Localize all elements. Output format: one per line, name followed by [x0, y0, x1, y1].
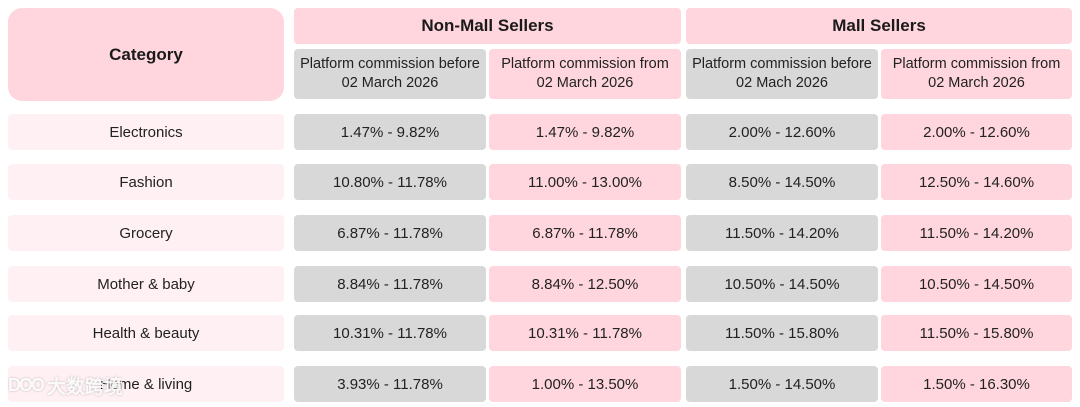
row-value: 8.50% - 14.50% — [686, 164, 878, 200]
row-value: 10.31% - 11.78% — [294, 315, 486, 351]
row-category: Fashion — [8, 164, 284, 200]
row-value: 10.50% - 14.50% — [881, 266, 1072, 302]
row-value: 11.50% - 14.20% — [686, 215, 878, 251]
row-value: 1.47% - 9.82% — [294, 114, 486, 150]
row-value: 2.00% - 12.60% — [881, 114, 1072, 150]
category-header: Category — [8, 8, 284, 101]
row-category: Electronics — [8, 114, 284, 150]
row-value: 1.50% - 14.50% — [686, 366, 878, 402]
watermark-logo-icon: DOO — [8, 374, 45, 395]
row-value: 11.50% - 14.20% — [881, 215, 1072, 251]
row-value: 10.50% - 14.50% — [686, 266, 878, 302]
row-value: 2.00% - 12.60% — [686, 114, 878, 150]
row-value: 6.87% - 11.78% — [294, 215, 486, 251]
row-value: 1.00% - 13.50% — [489, 366, 681, 402]
row-category: Health & beauty — [8, 315, 284, 351]
row-value: 11.50% - 15.80% — [686, 315, 878, 351]
row-value: 6.87% - 11.78% — [489, 215, 681, 251]
row-value: 11.50% - 15.80% — [881, 315, 1072, 351]
subheader-mall-from: Platform commission from 02 March 2026 — [881, 49, 1072, 99]
row-value: 12.50% - 14.60% — [881, 164, 1072, 200]
row-category: Mother & baby — [8, 266, 284, 302]
watermark-text: 大数跨境 — [47, 376, 124, 398]
row-value: 8.84% - 12.50% — [489, 266, 681, 302]
row-value: 10.31% - 11.78% — [489, 315, 681, 351]
subheader-non-mall-before: Platform commission before 02 March 2026 — [294, 49, 486, 99]
row-value: 1.50% - 16.30% — [881, 366, 1072, 402]
row-value: 3.93% - 11.78% — [294, 366, 486, 402]
subheader-non-mall-from: Platform commission from 02 March 2026 — [489, 49, 681, 99]
row-category: Home & living — [8, 366, 284, 402]
row-category: Grocery — [8, 215, 284, 251]
row-value: 1.47% - 9.82% — [489, 114, 681, 150]
group-header-non-mall: Non-Mall Sellers — [294, 8, 681, 44]
row-value: 8.84% - 11.78% — [294, 266, 486, 302]
row-value: 10.80% - 11.78% — [294, 164, 486, 200]
group-header-mall: Mall Sellers — [686, 8, 1072, 44]
watermark: DOO 大数跨境 — [8, 372, 123, 398]
row-value: 11.00% - 13.00% — [489, 164, 681, 200]
subheader-mall-before: Platform commission before 02 Mach 2026 — [686, 49, 878, 99]
